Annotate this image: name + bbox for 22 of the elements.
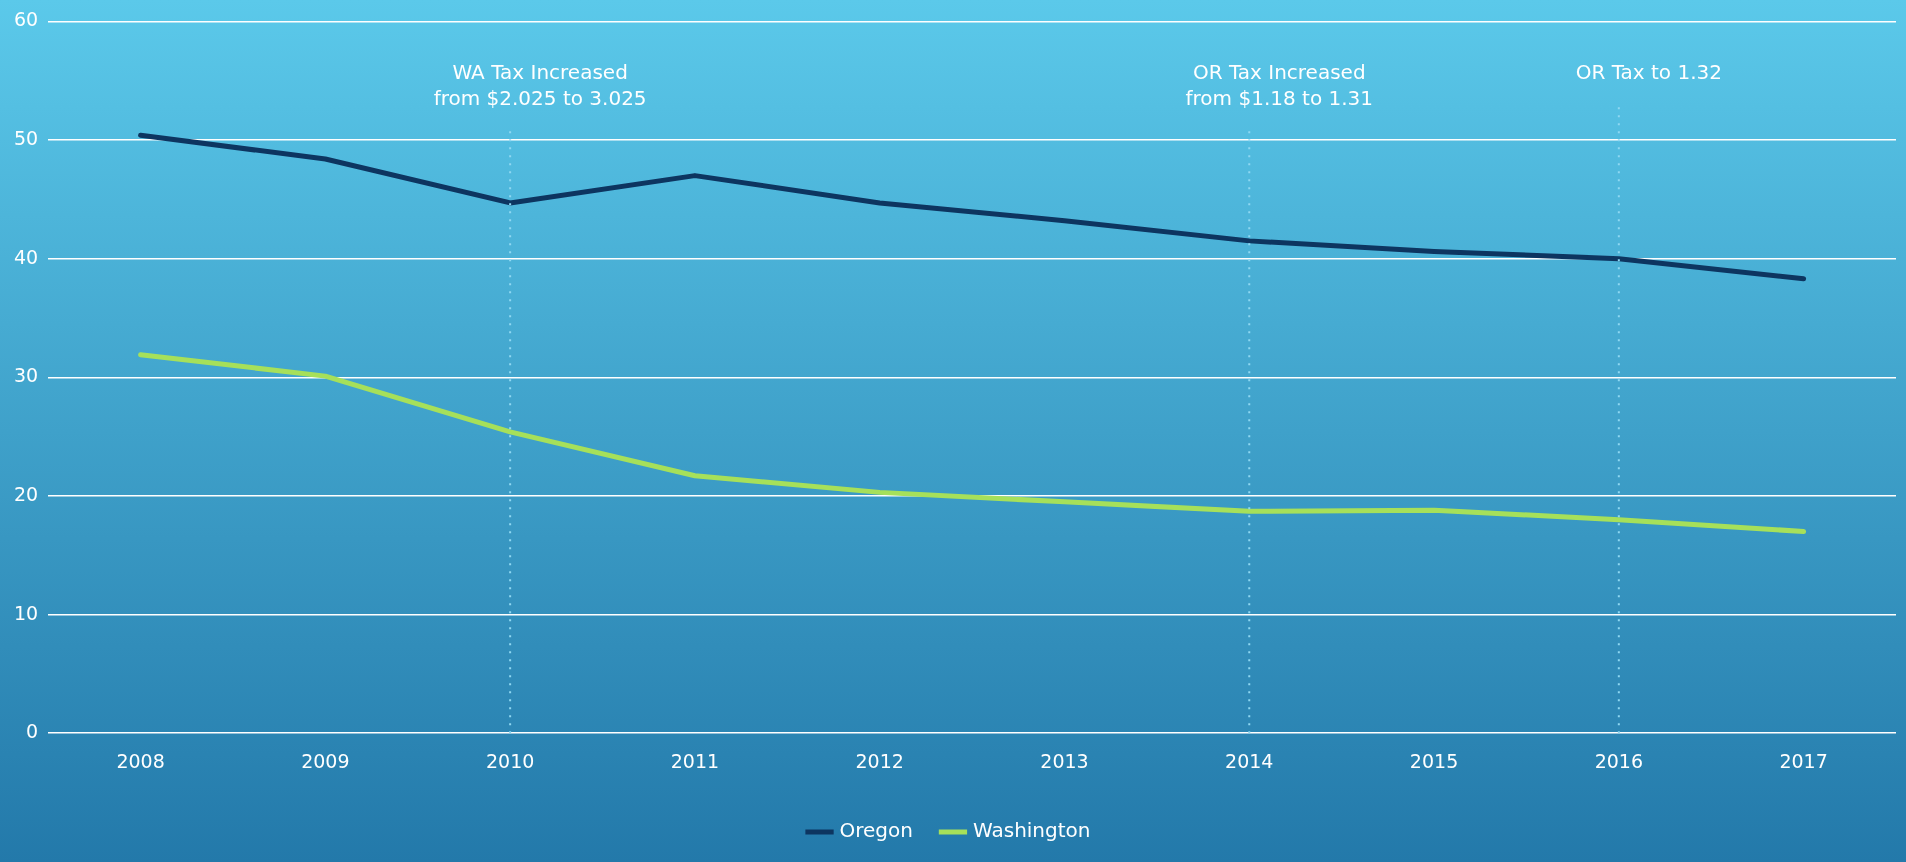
y-tick-label: 40 (13, 245, 39, 268)
x-tick-label: 2014 (1225, 749, 1274, 772)
y-tick-label: 60 (13, 8, 39, 31)
x-tick-label: 2011 (670, 749, 720, 772)
x-tick-label: 2008 (116, 749, 165, 772)
y-tick-label: 20 (13, 482, 39, 505)
y-tick-label: 50 (13, 126, 39, 149)
x-tick-label: 2016 (1594, 749, 1644, 772)
legend-label: Washington (972, 818, 1091, 843)
y-tick-label: 10 (13, 601, 39, 624)
x-tick-label: 2009 (301, 749, 350, 772)
y-tick-label: 30 (13, 364, 39, 387)
x-tick-label: 2013 (1040, 749, 1089, 772)
ref-line-label: WA Tax Increased from $2.025 to 3.025 (433, 59, 647, 110)
y-tick-label: 0 (26, 720, 39, 743)
x-tick-label: 2010 (485, 749, 535, 772)
legend-label: Oregon (839, 818, 913, 843)
x-tick-label: 2012 (855, 749, 904, 772)
ref-line-label: OR Tax Increased from $1.18 to 1.31 (1185, 59, 1373, 110)
x-tick-label: 2017 (1779, 749, 1828, 772)
ref-line-label: OR Tax to 1.32 (1575, 59, 1722, 84)
x-tick-label: 2015 (1409, 749, 1459, 772)
